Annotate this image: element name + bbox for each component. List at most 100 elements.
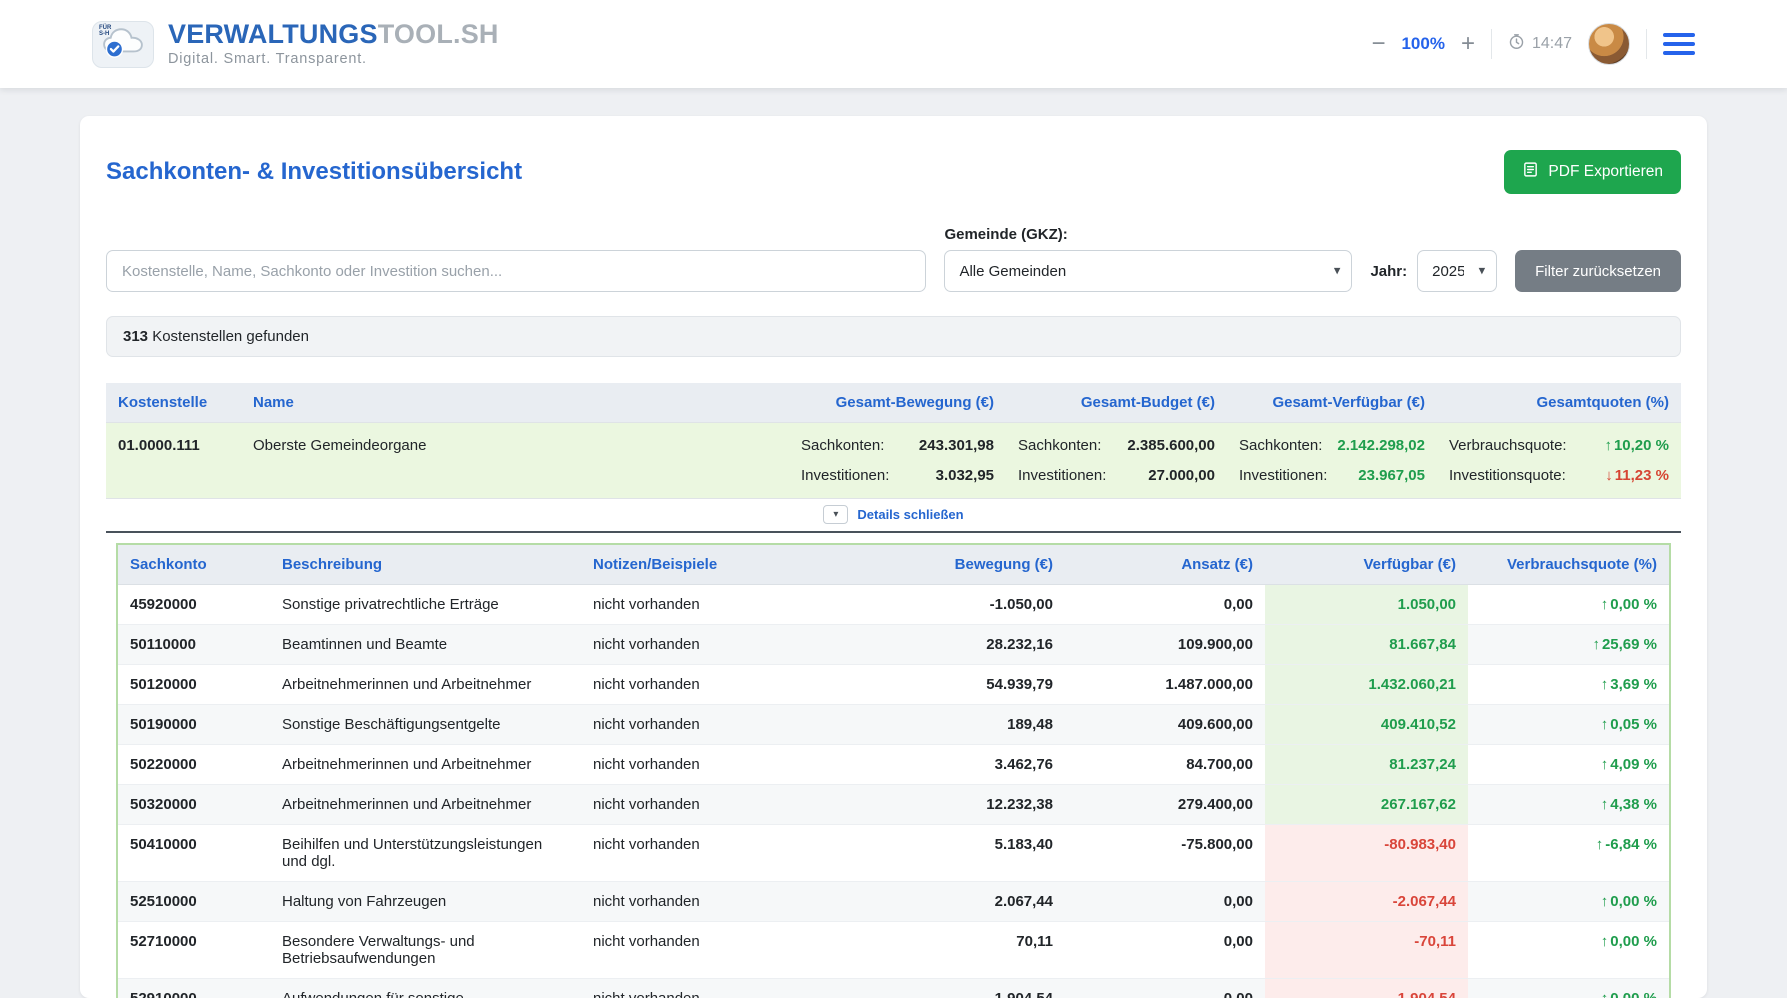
table-row: 52710000 Besondere Verwaltungs- und Betr… <box>118 922 1669 979</box>
budget-cell: Sachkonten:2.385.600,00 Investitionen:27… <box>1006 423 1227 499</box>
ansatz-cell: -75.800,00 <box>1065 825 1265 882</box>
hamburger-menu-icon[interactable] <box>1663 31 1695 57</box>
bewegung-cell: 189,48 <box>865 705 1065 745</box>
app-tagline: Digital. Smart. Transparent. <box>168 51 499 67</box>
avatar[interactable] <box>1588 23 1630 65</box>
bewegung-investitionen: 3.032,95 <box>936 467 994 484</box>
pdf-export-button[interactable]: PDF Exportieren <box>1504 150 1681 194</box>
verbrauchsquote-cell: ↑3,69 % <box>1468 665 1669 705</box>
chevron-down-icon: ▾ <box>833 509 838 520</box>
zoom-in-button[interactable]: + <box>1461 32 1475 56</box>
ansatz-cell: 84.700,00 <box>1065 745 1265 785</box>
app-title-primary: VERWALTUNGS <box>168 19 378 49</box>
verfuegbar-cell: Sachkonten:2.142.298,02 Investitionen:23… <box>1227 423 1437 499</box>
search-input[interactable] <box>106 250 926 292</box>
detail-table: Sachkonto Beschreibung Notizen/Beispiele… <box>118 545 1669 998</box>
ansatz-cell: 1.487.000,00 <box>1065 665 1265 705</box>
investitionen-label: Investitionen: <box>1018 467 1106 484</box>
verbrauchsquote-cell: ↑0,00 % <box>1468 922 1669 979</box>
quote-value: 4,09 % <box>1610 756 1657 773</box>
ansatz-cell: 0,00 <box>1065 882 1265 922</box>
notizen-cell: nicht vorhanden <box>581 625 865 665</box>
sachkonto-cell: 52710000 <box>118 922 270 979</box>
verbrauchsquote-cell: ↑0,00 % <box>1468 882 1669 922</box>
arrow-up-icon: ↑ <box>1596 836 1604 853</box>
zoom-out-button[interactable]: − <box>1371 32 1385 56</box>
quote-value: -6,84 % <box>1605 836 1657 853</box>
verbrauchsquote-cell: ↑25,69 % <box>1468 625 1669 665</box>
jahr-select[interactable]: 2025 <box>1417 250 1497 292</box>
beschreibung-cell: Arbeitnehmerinnen und Arbeitnehmer <box>270 785 581 825</box>
bewegung-cell: 1.904,54 <box>865 979 1065 998</box>
bewegung-cell: 54.939,79 <box>865 665 1065 705</box>
arrow-up-icon: ↑ <box>1601 716 1609 733</box>
brand-text: VERWALTUNGSTOOL.SH Digital. Smart. Trans… <box>168 21 499 68</box>
verfuegbar-investitionen: 23.967,05 <box>1358 467 1425 484</box>
detail-header-sachkonto: Sachkonto <box>118 545 270 585</box>
bewegung-cell: Sachkonten:243.301,98 Investitionen:3.03… <box>789 423 1006 499</box>
ansatz-cell: 109.900,00 <box>1065 625 1265 665</box>
gemeinde-select-wrap: Alle Gemeinden ▾ <box>944 250 1352 292</box>
investitionen-label: Investitionen: <box>801 467 889 484</box>
sachkonto-cell: 50120000 <box>118 665 270 705</box>
sachkonto-cell: 45920000 <box>118 585 270 625</box>
details-toggle-strip: ▾ Details schließen <box>106 499 1681 533</box>
divider <box>1491 29 1492 59</box>
summary-header-bewegung: Gesamt-Bewegung (€) <box>789 383 1006 423</box>
verfuegbar-cell: -1.904,54 <box>1265 979 1468 998</box>
verbrauchsquote-label: Verbrauchsquote: <box>1449 437 1567 454</box>
ansatz-cell: 0,00 <box>1065 585 1265 625</box>
bewegung-cell: 3.462,76 <box>865 745 1065 785</box>
beschreibung-cell: Sonstige privatrechtliche Erträge <box>270 585 581 625</box>
kostenstelle-value: 01.0000.111 <box>106 423 241 499</box>
investitionsquote-value: ↓11,23 % <box>1605 467 1669 484</box>
budget-investitionen: 27.000,00 <box>1148 467 1215 484</box>
sachkonto-cell: 52910000 <box>118 979 270 998</box>
arrow-up-icon: ↑ <box>1592 636 1600 653</box>
clock-group: 14:47 <box>1508 33 1572 55</box>
zoom-level: 100% <box>1401 34 1444 54</box>
arrow-up-icon: ↑ <box>1601 796 1609 813</box>
divider <box>1646 29 1647 59</box>
detail-header-beschreibung: Beschreibung <box>270 545 581 585</box>
title-row: Sachkonten- & Investitionsübersicht PDF … <box>106 150 1681 194</box>
verfuegbar-cell: 1.432.060,21 <box>1265 665 1468 705</box>
gemeinde-label: Gemeinde (GKZ): <box>944 226 1352 243</box>
quote-value: 0,00 % <box>1610 596 1657 613</box>
sachkonten-label: Sachkonten: <box>1018 437 1101 454</box>
result-count: 313 <box>123 328 148 345</box>
notizen-cell: nicht vorhanden <box>581 705 865 745</box>
table-row: 50120000 Arbeitnehmerinnen und Arbeitneh… <box>118 665 1669 705</box>
details-collapse-button[interactable]: ▾ <box>823 505 848 524</box>
arrow-up-icon: ↑ <box>1601 756 1609 773</box>
summary-header-quoten: Gesamtquoten (%) <box>1437 383 1681 423</box>
beschreibung-cell: Beihilfen und Unterstützungsleistungen u… <box>270 825 581 882</box>
beschreibung-cell: Haltung von Fahrzeugen <box>270 882 581 922</box>
notizen-cell: nicht vorhanden <box>581 979 865 998</box>
notizen-cell: nicht vorhanden <box>581 785 865 825</box>
sachkonto-cell: 52510000 <box>118 882 270 922</box>
summary-header-budget: Gesamt-Budget (€) <box>1006 383 1227 423</box>
verbrauchsquote-cell: ↑4,09 % <box>1468 745 1669 785</box>
beschreibung-cell: Beamtinnen und Beamte <box>270 625 581 665</box>
ansatz-cell: 0,00 <box>1065 922 1265 979</box>
verfuegbar-cell: 81.237,24 <box>1265 745 1468 785</box>
table-row: 50190000 Sonstige Beschäftigungsentgelte… <box>118 705 1669 745</box>
details-toggle-label[interactable]: Details schließen <box>857 507 963 522</box>
summary-table: Kostenstelle Name Gesamt-Bewegung (€) Ge… <box>106 383 1681 499</box>
verfuegbar-cell: -2.067,44 <box>1265 882 1468 922</box>
bewegung-cell: 2.067,44 <box>865 882 1065 922</box>
top-bar: FÜR S-H VERWALTUNGSTOOL.SH Digital. Smar… <box>0 0 1787 88</box>
verfuegbar-cell: -80.983,40 <box>1265 825 1468 882</box>
verfuegbar-cell: 409.410,52 <box>1265 705 1468 745</box>
verbrauchsquote-cell: ↑0,00 % <box>1468 979 1669 998</box>
verfuegbar-cell: 267.167,62 <box>1265 785 1468 825</box>
quote-value: 3,69 % <box>1610 676 1657 693</box>
sachkonto-cell: 50110000 <box>118 625 270 665</box>
bewegung-sachkonten: 243.301,98 <box>919 437 994 454</box>
pdf-icon <box>1522 161 1539 183</box>
sachkonto-cell: 50190000 <box>118 705 270 745</box>
gemeinde-select[interactable]: Alle Gemeinden <box>944 250 1352 292</box>
kostenstelle-row[interactable]: 01.0000.111 Oberste Gemeindeorgane Sachk… <box>106 423 1681 499</box>
filter-reset-button[interactable]: Filter zurücksetzen <box>1515 250 1681 292</box>
